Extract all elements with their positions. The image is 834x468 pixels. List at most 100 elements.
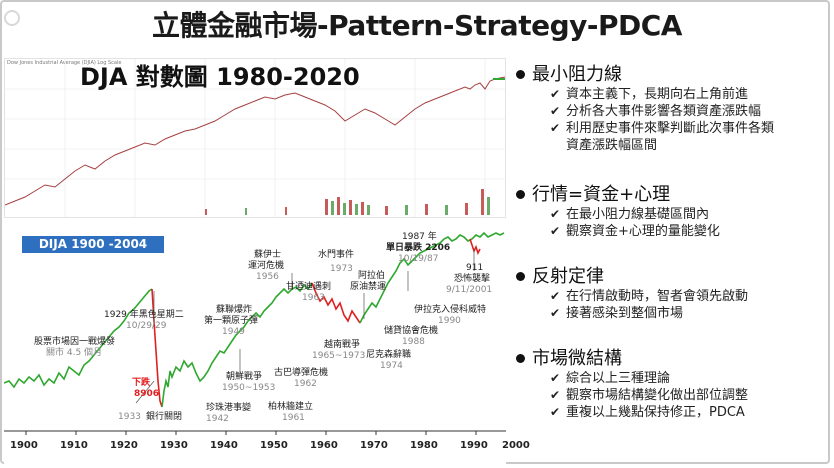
check-icon: ✔ <box>550 388 561 402</box>
top-chart-label: DJA 對數圖 1980-2020 <box>80 63 360 91</box>
annotation-1950: 朝鮮戰爭 <box>226 372 263 382</box>
annotation-1987-date: 10/19/87 <box>398 254 439 264</box>
annotation-1914: 股票市場因一戰爆發 <box>34 337 116 347</box>
bullet-item: 在最小阻力線基礎區間內 <box>566 207 710 222</box>
bullet-item: 觀察資金+心理的量能變化 <box>566 224 720 239</box>
bullet-heading: 最小阻力線 <box>532 64 622 85</box>
year-label: 1950 <box>260 440 288 451</box>
annotation-1988: 儲貸協會危機 <box>384 326 439 336</box>
year-label: 1920 <box>110 440 138 451</box>
check-icon: ✔ <box>550 87 561 101</box>
year-label: 1910 <box>60 440 88 451</box>
bullet-section: 市場微結構 ✔ 綜合以上三種理論 ✔ 觀察市場結構變化做出部位調整 ✔ 重複以上幾點保… <box>512 348 830 421</box>
bullet-section: 行情=資金+心理 ✔ 在最小阻力線基礎區間內 ✔ 觀察資金+心理的量能變化 <box>512 184 830 240</box>
annotation-1962-date: 1962 <box>294 379 317 389</box>
annotation-1929: 1929 年黑色星期二 <box>104 310 184 320</box>
bullet-item: 在行情啟動時，智者會領先啟動 <box>566 289 749 304</box>
check-icon: ✔ <box>550 289 561 303</box>
dija-line-up-1 <box>4 288 153 389</box>
year-label: 1990 <box>460 440 488 451</box>
check-icon: ✔ <box>550 306 561 320</box>
annotation-911-b: 恐怖襲擊 <box>454 274 491 284</box>
bullet-item: 資本主義下，長期向右上角前進 <box>566 87 749 102</box>
slide-title: 立體金融市場-Pattern-Strategy-PDCA <box>152 9 682 42</box>
year-label: 1960 <box>310 440 338 451</box>
dija-line-up-2 <box>161 282 313 408</box>
annotation-1929-date: 10/29/29 <box>126 321 167 331</box>
bottom-chart-svg <box>4 231 506 435</box>
annotation-1963: 甘迺迪遇刺 <box>286 282 332 292</box>
bullet-section: 最小阻力線 ✔ 資本主義下，長期向右上角前進 ✔ 分析各大事件影響各類資產漲跌幅 ✔… <box>512 64 830 154</box>
annotation-1933: 1933 <box>118 412 141 422</box>
annotation-1988-date: 1988 <box>402 337 425 347</box>
check-icon: ✔ <box>550 371 561 385</box>
bullet-dot-icon <box>516 272 525 281</box>
annotation-1914-b: 關市 4.5 個月 <box>46 348 103 358</box>
top-chart-header: Dow Jones Industrial Average (DJIA) Log … <box>7 60 122 66</box>
check-icon: ✔ <box>550 224 561 238</box>
annotation-1963-date: 1963 <box>302 293 325 303</box>
annotation-1965-date: 1965~1973 <box>312 351 366 361</box>
year-label: 1970 <box>360 440 388 451</box>
circle-icon <box>4 10 20 26</box>
annotation-1932-b: 8906 <box>134 389 160 399</box>
annotation-1973: 水門事件 <box>318 250 355 260</box>
year-label: 1930 <box>160 440 188 451</box>
top-chart: Dow Jones Industrial Average (DJIA) Log … <box>4 58 506 218</box>
bullet-dot-icon <box>516 190 525 199</box>
bullet-item: 接著感染到整個市場 <box>566 306 684 321</box>
annotation-1961: 柏林牆建立 <box>268 402 314 412</box>
annotation-1965: 越南戰爭 <box>324 340 361 350</box>
year-label: 1900 <box>10 440 38 451</box>
annotation-1961-date: 1961 <box>282 413 305 423</box>
dija-line-down-2 <box>311 282 361 324</box>
annotation-1987-b: 單日暴跌 2206 <box>386 243 451 253</box>
annotation-1962: 古巴導彈危機 <box>274 368 329 378</box>
bottom-chart <box>4 231 506 464</box>
bullet-item: 重複以上幾點保持修正，PDCA <box>566 405 745 420</box>
annotation-1932: 下跌 <box>132 378 151 388</box>
annotation-1974-date: 1974 <box>380 361 403 371</box>
bullet-item-continued: 資產漲跌幅區間 <box>566 138 658 153</box>
bullet-item: 利用歷史事件來擊判斷此次事件各類 <box>566 121 775 136</box>
bullet-item: 觀察市場結構變化做出部位調整 <box>566 388 749 403</box>
annotation-1942: 珍珠港事變 <box>206 403 252 413</box>
bullet-item: 綜合以上三種理論 <box>566 371 671 386</box>
bullet-section: 反射定律 ✔ 在行情啟動時，智者會領先啟動 ✔ 接著感染到整個市場 <box>512 266 830 322</box>
bullet-heading: 反射定律 <box>532 266 604 287</box>
bullet-heading: 市場微結構 <box>532 348 622 369</box>
bullet-dot-icon <box>516 354 525 363</box>
bullet-heading: 行情=資金+心理 <box>532 184 671 205</box>
year-label: 1980 <box>410 440 438 451</box>
top-chart-svg <box>5 59 505 217</box>
annotation-1949-b: 第一顆原子彈 <box>204 316 259 326</box>
annotation-1933-b: 銀行關閉 <box>146 412 183 422</box>
top-price-line <box>5 76 505 206</box>
check-icon: ✔ <box>550 104 561 118</box>
check-icon: ✔ <box>550 121 561 135</box>
dija-line-up-3 <box>359 231 505 324</box>
check-icon: ✔ <box>550 405 561 419</box>
bullet-item: 分析各大事件影響各類資產漲跌幅 <box>566 104 762 119</box>
annotation-1973-date: 1973 <box>330 264 353 274</box>
annotation-1956: 蘇伊士 <box>254 250 282 260</box>
annotation-1990-date: 1990 <box>438 316 461 326</box>
year-label: 1940 <box>210 440 238 451</box>
year-label: 2000 <box>502 440 530 451</box>
annotation-1949-date: 1949 <box>222 327 245 337</box>
annotation-1956-date: 1956 <box>256 272 279 282</box>
bottom-chart-badge: DIJA 1900 -2004 <box>22 236 164 253</box>
annotation-1942-date: 1942 <box>206 414 229 424</box>
annotation-1987: 1987 年 <box>402 232 437 242</box>
annotation-1974: 尼克森辭職 <box>366 350 412 360</box>
annotation-1950-date: 1950~1953 <box>222 383 276 393</box>
bullet-dot-icon <box>516 70 525 79</box>
annotation-1973-b: 阿拉伯 <box>358 271 386 281</box>
annotation-1990: 伊拉克入侵科威特 <box>414 305 487 315</box>
annotation-1973-c: 原油禁運 <box>350 282 387 292</box>
annotation-1949: 蘇聯爆炸 <box>216 305 253 315</box>
check-icon: ✔ <box>550 207 561 221</box>
annotation-911: 911 <box>466 263 484 273</box>
dija-line-down-3 <box>469 238 481 256</box>
